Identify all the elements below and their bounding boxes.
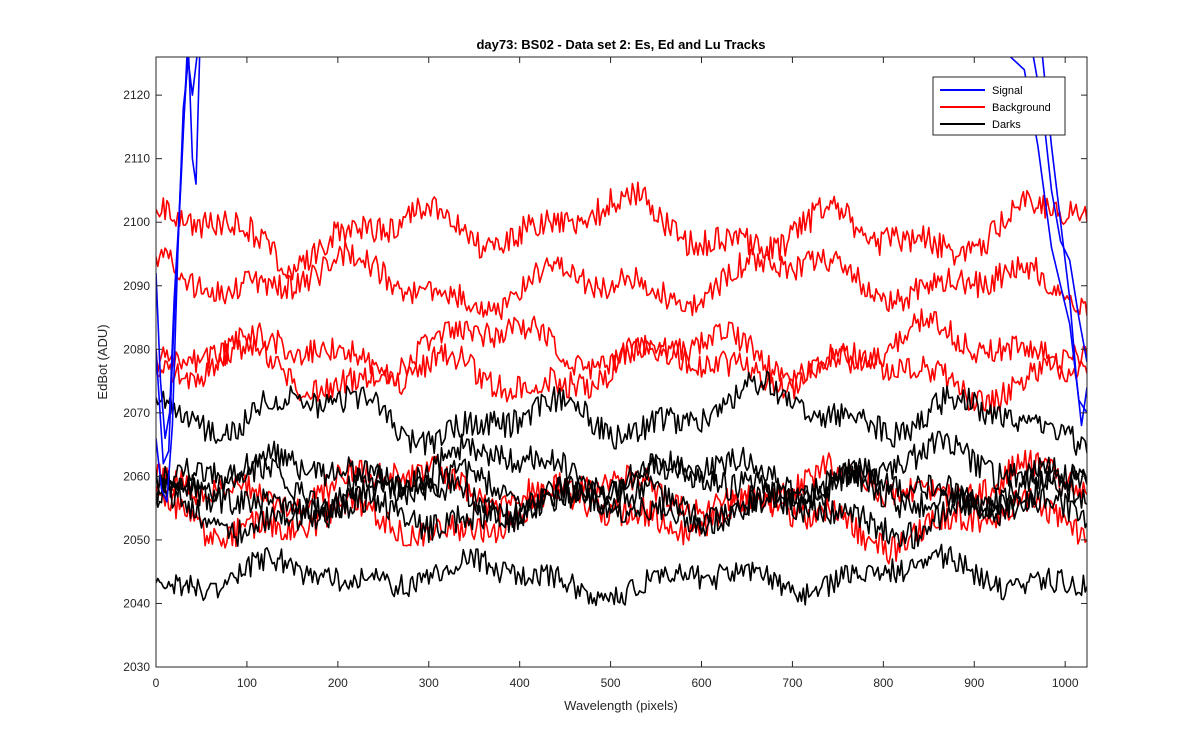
legend-label-signal: Signal [992, 85, 1023, 97]
legend-label-background: Background [992, 102, 1051, 114]
y-tick-label: 2050 [123, 533, 150, 547]
series-line-signal-2 [156, 57, 188, 465]
y-tick-label: 2070 [123, 406, 150, 420]
series-line-darks-15 [156, 461, 1087, 537]
x-tick-label: 200 [328, 676, 348, 690]
x-tick-label: 1000 [1052, 676, 1079, 690]
plot-frame [155, 56, 1088, 668]
y-tick-label: 2090 [123, 279, 150, 293]
x-tick-label: 500 [601, 676, 621, 690]
legend: Signal Background Darks [932, 76, 1066, 136]
x-axis-label: Wavelength (pixels) [564, 698, 678, 713]
x-axis-ticks: 0 100 200 300 400 500 600 700 800 900 1000 [153, 57, 1079, 690]
y-tick-label: 2060 [123, 469, 150, 483]
series-line-darks-16 [156, 475, 1087, 550]
x-tick-label: 400 [510, 676, 530, 690]
series-line-background-8 [156, 308, 1087, 390]
series-layer [156, 57, 1087, 607]
y-tick-label: 2040 [123, 596, 150, 610]
series-line-darks-17 [156, 543, 1087, 607]
series-line-signal-5 [1041, 57, 1087, 427]
x-tick-label: 700 [782, 676, 802, 690]
y-tick-label: 2100 [123, 215, 150, 229]
series-line-background-6 [156, 181, 1087, 281]
chart-title: day73: BS02 - Data set 2: Es, Ed and Lu … [476, 37, 765, 52]
y-tick-label: 2120 [123, 88, 150, 102]
x-tick-label: 0 [153, 676, 160, 690]
y-axis-label: EdBot (ADU) [95, 324, 110, 399]
x-tick-label: 900 [964, 676, 984, 690]
x-tick-label: 100 [237, 676, 257, 690]
y-axis-ticks: 2030 2040 2050 2060 2070 2080 2090 2100 2110 2120 [123, 88, 1087, 674]
x-tick-label: 800 [873, 676, 893, 690]
plot-area [156, 57, 1087, 667]
legend-label-darks: Darks [992, 119, 1021, 131]
series-line-darks-13 [156, 430, 1087, 508]
y-tick-label: 2080 [123, 342, 150, 356]
x-tick-label: 300 [419, 676, 439, 690]
series-line-darks-12 [156, 370, 1087, 456]
y-tick-label: 2110 [124, 152, 150, 166]
series-line-background-7 [156, 240, 1087, 321]
series-line-background-9 [156, 334, 1087, 414]
x-tick-label: 600 [691, 676, 711, 690]
y-tick-label: 2030 [123, 660, 150, 674]
